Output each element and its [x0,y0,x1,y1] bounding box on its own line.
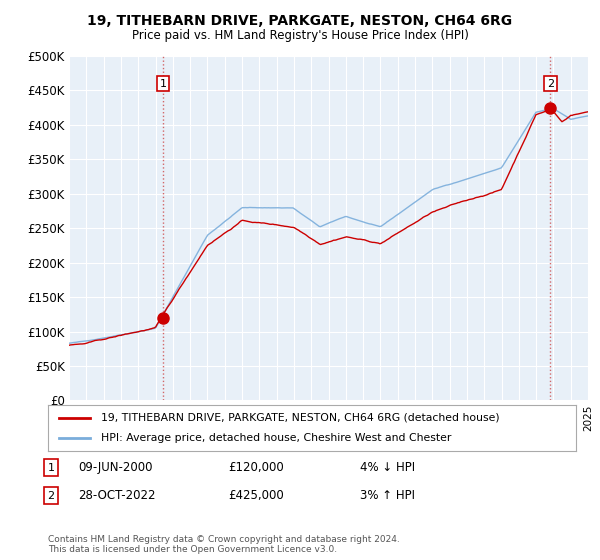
Text: 1: 1 [160,78,167,88]
Text: £120,000: £120,000 [228,461,284,474]
Text: 19, TITHEBARN DRIVE, PARKGATE, NESTON, CH64 6RG: 19, TITHEBARN DRIVE, PARKGATE, NESTON, C… [88,14,512,28]
Text: Contains HM Land Registry data © Crown copyright and database right 2024.
This d: Contains HM Land Registry data © Crown c… [48,535,400,554]
Text: 09-JUN-2000: 09-JUN-2000 [78,461,152,474]
Text: 3% ↑ HPI: 3% ↑ HPI [360,489,415,502]
Text: £425,000: £425,000 [228,489,284,502]
Text: 2: 2 [47,491,55,501]
Text: 28-OCT-2022: 28-OCT-2022 [78,489,155,502]
Text: 4% ↓ HPI: 4% ↓ HPI [360,461,415,474]
Text: Price paid vs. HM Land Registry's House Price Index (HPI): Price paid vs. HM Land Registry's House … [131,29,469,42]
Text: 2: 2 [547,78,554,88]
Text: 1: 1 [47,463,55,473]
Text: 19, TITHEBARN DRIVE, PARKGATE, NESTON, CH64 6RG (detached house): 19, TITHEBARN DRIVE, PARKGATE, NESTON, C… [101,413,499,423]
Text: HPI: Average price, detached house, Cheshire West and Chester: HPI: Average price, detached house, Ches… [101,433,451,443]
